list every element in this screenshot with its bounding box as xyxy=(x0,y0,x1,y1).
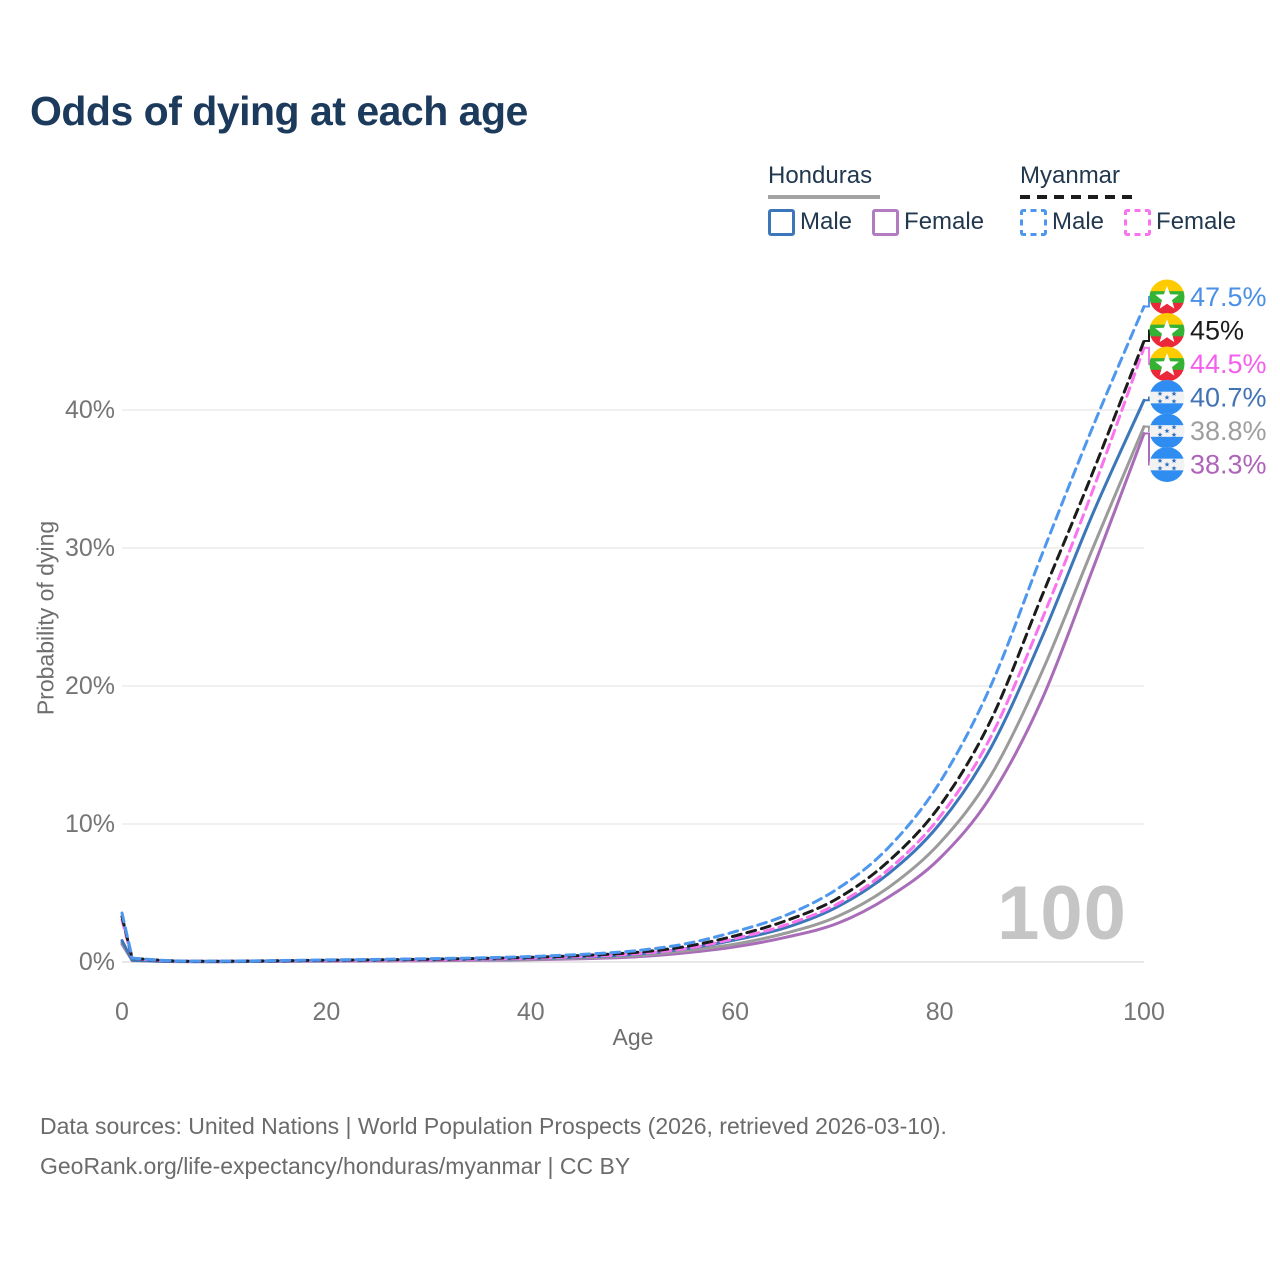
honduras-flag-star-icon xyxy=(1171,432,1177,437)
end-label-honduras-male: 40.7% xyxy=(1190,383,1267,413)
honduras-flag-star-icon xyxy=(1164,428,1170,434)
x-axis-tick-label: 0 xyxy=(115,998,129,1026)
honduras-flag-star-icon xyxy=(1157,398,1163,404)
end-label-myanmar-both: 45% xyxy=(1190,316,1244,346)
myanmar-linestyle-swatch xyxy=(1020,195,1132,199)
myanmar-flag-icon xyxy=(1149,336,1185,348)
end-label-honduras-female: 38.3% xyxy=(1190,450,1267,480)
legend-item-myanmar-male[interactable]: Male xyxy=(1020,208,1104,236)
series-line-myanmar-both xyxy=(120,339,1146,963)
honduras-flag-band xyxy=(1149,470,1185,482)
myanmar-flag-star-icon xyxy=(1155,353,1179,376)
legend-group-honduras: Honduras Male Female xyxy=(768,162,984,236)
legend-item-honduras-male[interactable]: Male xyxy=(768,208,852,236)
y-axis-tick-label: 20% xyxy=(65,672,115,700)
myanmar-flag-icon xyxy=(1149,346,1185,359)
myanmar-flag-icon xyxy=(1149,302,1185,315)
x-axis-tick-label: 100 xyxy=(1123,998,1165,1026)
legend-group-myanmar: Myanmar Male Female xyxy=(1020,162,1236,236)
myanmar-flag-star-icon xyxy=(1155,319,1179,343)
honduras-flag-band xyxy=(1149,403,1185,415)
legend-country-label: Myanmar xyxy=(1020,162,1121,189)
honduras-female-swatch-icon xyxy=(872,208,900,236)
honduras-flag-star-icon xyxy=(1164,394,1170,400)
footer: Data sources: United Nations | World Pop… xyxy=(40,1106,947,1186)
myanmar-flag-icon xyxy=(1149,279,1185,292)
x-axis-tick-label: 60 xyxy=(721,998,749,1026)
x-axis-tick-label: 20 xyxy=(312,998,340,1026)
honduras-flag-band xyxy=(1149,447,1185,459)
honduras-flag-star-icon xyxy=(1171,391,1177,396)
legend-item-label: Male xyxy=(1052,208,1105,235)
myanmar-male-swatch-icon xyxy=(1020,208,1047,236)
y-axis-tick-label: 0% xyxy=(79,948,115,976)
end-label-myanmar-male: 47.5% xyxy=(1190,282,1267,312)
legend-country-honduras[interactable]: Honduras xyxy=(768,162,984,199)
legend-country-label: Honduras xyxy=(768,162,873,189)
honduras-flag-star-icon xyxy=(1171,398,1177,404)
honduras-flag-star-icon xyxy=(1157,424,1163,430)
honduras-flag-star-icon xyxy=(1164,461,1170,467)
y-axis-title: Probability of dying xyxy=(32,520,59,716)
honduras-male-swatch-icon xyxy=(768,208,795,236)
series-line-myanmar-male xyxy=(120,305,1146,963)
y-axis-tick-label: 30% xyxy=(65,534,115,562)
myanmar-flag-star-icon xyxy=(1155,286,1179,309)
page-title: Odds of dying at each age xyxy=(30,88,528,134)
legend-item-label: Male xyxy=(800,208,853,235)
age-watermark: 100 xyxy=(997,871,1127,956)
honduras-flag-band xyxy=(1149,436,1185,449)
honduras-flag-star-icon xyxy=(1171,424,1177,430)
x-axis-tick-label: 40 xyxy=(517,998,545,1026)
myanmar-flag-icon xyxy=(1149,313,1185,326)
honduras-flag-band xyxy=(1149,413,1185,426)
honduras-flag-star-icon xyxy=(1157,391,1163,396)
legend-item-myanmar-female[interactable]: Female xyxy=(1124,208,1236,236)
x-axis-title: Age xyxy=(612,1024,654,1050)
honduras-flag-star-icon xyxy=(1171,465,1177,471)
legend-country-myanmar[interactable]: Myanmar xyxy=(1020,162,1236,199)
honduras-flag-star-icon xyxy=(1157,458,1163,463)
honduras-flag-star-icon xyxy=(1157,432,1163,437)
myanmar-flag-icon xyxy=(1149,369,1185,382)
end-label-honduras-both: 38.8% xyxy=(1190,416,1267,446)
honduras-linestyle-swatch xyxy=(768,195,880,199)
y-axis-tick-label: 40% xyxy=(65,396,115,424)
end-label-myanmar-female: 44.5% xyxy=(1190,349,1267,379)
x-axis-tick-label: 80 xyxy=(926,998,954,1026)
legend-item-label: Female xyxy=(904,208,985,235)
legend-item-label: Female xyxy=(1156,208,1237,235)
honduras-flag-star-icon xyxy=(1157,465,1163,471)
footer-attribution: GeoRank.org/life-expectancy/honduras/mya… xyxy=(40,1153,631,1179)
y-axis-tick-label: 10% xyxy=(65,810,115,838)
legend-item-honduras-female[interactable]: Female xyxy=(872,208,984,236)
footer-data-sources: Data sources: United Nations | World Pop… xyxy=(40,1113,947,1139)
honduras-flag-star-icon xyxy=(1171,458,1177,463)
honduras-flag-band xyxy=(1149,380,1185,392)
myanmar-female-swatch-icon xyxy=(1124,208,1152,236)
